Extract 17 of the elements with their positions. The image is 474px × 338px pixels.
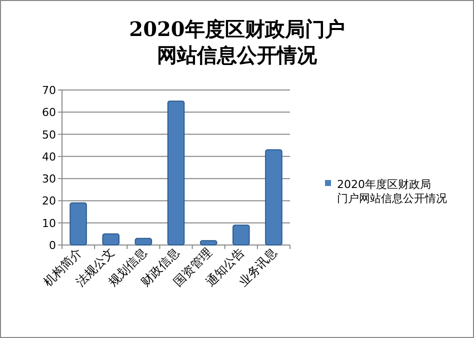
bar (232, 224, 250, 246)
bar (265, 149, 282, 246)
y-tick-label: 10 (42, 216, 56, 230)
bar (70, 202, 87, 246)
y-tick-label: 50 (42, 128, 56, 142)
y-tick-label: 70 (42, 84, 56, 97)
bar (134, 238, 152, 246)
y-tick-label: 60 (42, 106, 56, 120)
legend-label: 2020年度区财政局门户网站信息公开情况 (337, 178, 447, 205)
y-tick-label: 30 (42, 172, 56, 186)
bar (200, 240, 218, 246)
bar (167, 100, 185, 246)
bar (102, 233, 120, 246)
y-tick-label: 20 (42, 194, 56, 208)
y-tick-label: 0 (49, 239, 56, 252)
chart-title: 2020年度区财政局门户网站信息公开情况 (129, 17, 345, 67)
y-tick-label: 40 (42, 150, 56, 164)
